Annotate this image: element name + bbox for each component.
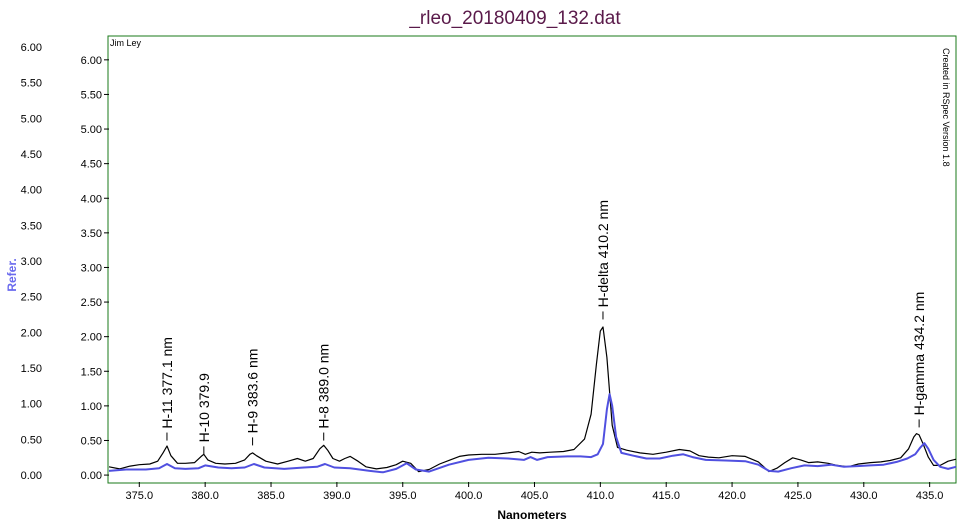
annotation-label: H-delta 410.2 nm xyxy=(595,200,611,307)
series-line-1 xyxy=(108,326,957,473)
inner-y-tick-label: 2.00 xyxy=(81,332,102,344)
outer-y-tick-label: 3.00 xyxy=(21,256,42,268)
inner-y-tick-label: 6.00 xyxy=(81,55,102,67)
inner-y-tick-label: 5.50 xyxy=(81,89,102,101)
outer-y-tick-label: 0.00 xyxy=(21,470,42,482)
outer-y-tick-label: 5.00 xyxy=(21,113,42,125)
outer-y-tick-label: 0.50 xyxy=(21,434,42,446)
x-tick-label: 410.0 xyxy=(587,490,615,502)
inner-y-tick-label: 5.00 xyxy=(81,124,102,136)
outer-y-tick-label: 4.50 xyxy=(21,149,42,161)
x-tick-label: 420.0 xyxy=(718,490,746,502)
x-tick-label: 430.0 xyxy=(850,490,878,502)
x-tick-label: 390.0 xyxy=(323,490,351,502)
x-tick-label: 375.0 xyxy=(126,490,154,502)
x-axis-label: Nanometers xyxy=(497,508,567,522)
inner-y-tick-label: 4.00 xyxy=(81,193,102,205)
x-tick-label: 415.0 xyxy=(652,490,680,502)
annotation-label: H-10 379.9 xyxy=(196,373,212,442)
outer-y-tick-label: 1.50 xyxy=(21,363,42,375)
annotation-label: H-gamma 434.2 nm xyxy=(911,292,927,416)
x-tick-label: 395.0 xyxy=(389,490,417,502)
outer-y-tick-label: 5.50 xyxy=(21,78,42,90)
inner-y-tick-label: 3.50 xyxy=(81,228,102,240)
outer-y-tick-label: 1.00 xyxy=(21,399,42,411)
outer-y-tick-label: 3.50 xyxy=(21,220,42,232)
x-tick-label: 425.0 xyxy=(784,490,812,502)
x-tick-label: 380.0 xyxy=(191,490,219,502)
series-line-2 xyxy=(108,393,957,474)
inner-y-tick-label: 2.50 xyxy=(81,297,102,309)
plot-frame xyxy=(107,35,957,484)
series-layer xyxy=(108,326,957,474)
outer-y-tick-label: 6.00 xyxy=(21,42,42,54)
x-tick-label: 435.0 xyxy=(916,490,944,502)
outer-y-tick-label: 2.50 xyxy=(21,292,42,304)
inner-y-tick-label: 3.00 xyxy=(81,262,102,274)
inner-y-axis: 6.00 5.50 5.00 4.50 4.00 3.50 3.00 2.50 2.00 1.50… xyxy=(81,55,109,482)
annotation-label: H-11 377.1 nm xyxy=(159,337,175,429)
inner-y-tick-label: 4.50 xyxy=(81,159,102,171)
x-tick-label: 385.0 xyxy=(257,490,285,502)
annotation-label: H-8 389.0 nm xyxy=(316,344,332,429)
author-label: Jim Ley xyxy=(110,38,142,48)
outer-y-tick-label: 4.00 xyxy=(21,185,42,197)
outer-y-axis: 6.00 5.50 5.00 4.50 4.00 3.50 3.00 2.50 2.00 1.50… xyxy=(21,42,42,482)
inner-y-tick-label: 0.50 xyxy=(81,435,102,447)
x-tick-label: 400.0 xyxy=(455,490,483,502)
inner-y-tick-label: 1.50 xyxy=(81,366,102,378)
y-axis-label: Refer. xyxy=(5,258,19,291)
annotation-layer: H-11 377.1 nm H-10 379.9 H-9 383.6 nm H-8 3… xyxy=(159,200,927,455)
version-note: Created in RSpec Version 1.8 xyxy=(941,48,951,167)
inner-y-tick-label: 1.00 xyxy=(81,401,102,413)
chart-title: _rleo_20180409_132.dat xyxy=(408,8,621,29)
inner-y-tick-label: 0.00 xyxy=(81,470,102,482)
outer-y-tick-label: 2.00 xyxy=(21,327,42,339)
annotation-label: H-9 383.6 nm xyxy=(245,349,261,434)
x-axis: 375.0 380.0 385.0 390.0 395.0 400.0 405.0 410.0… xyxy=(126,482,944,502)
x-tick-label: 405.0 xyxy=(521,490,549,502)
